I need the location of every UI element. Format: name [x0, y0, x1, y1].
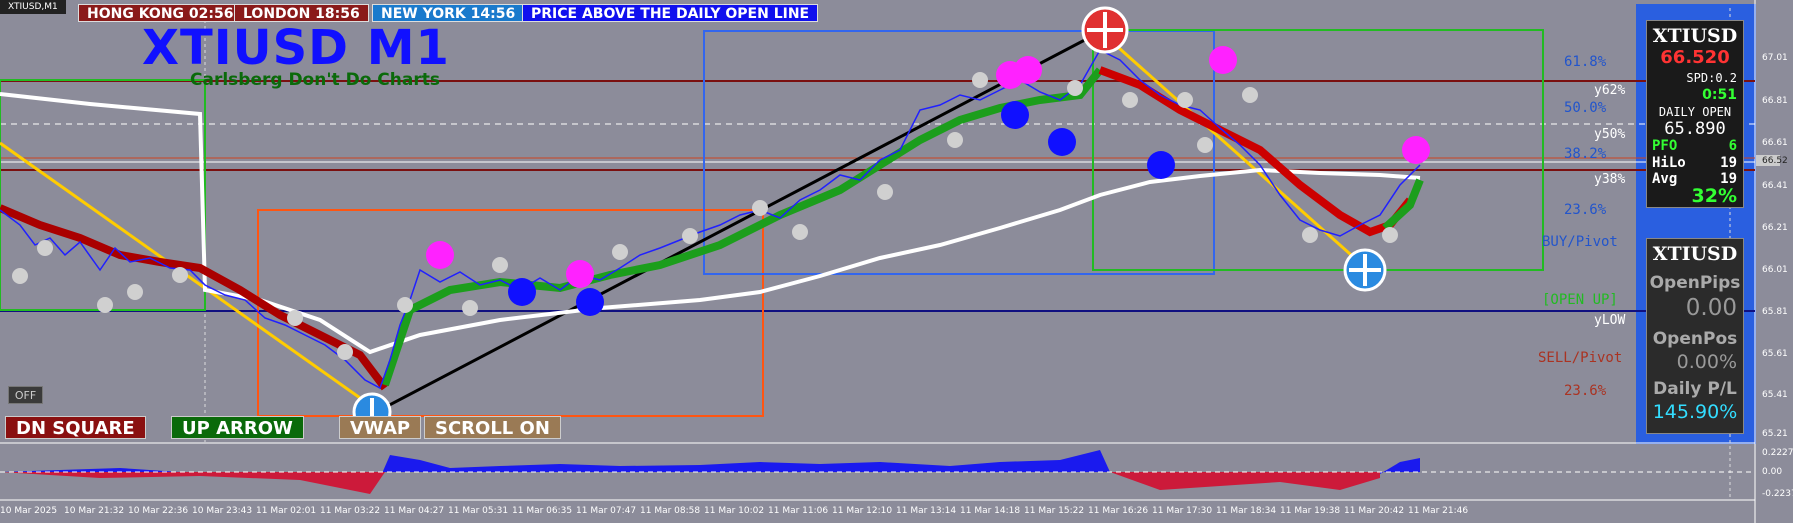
fib-382-label: 38.2%	[1564, 146, 1607, 162]
session-new-york: NEW YORK 14:56	[372, 4, 525, 22]
time-tick: 10 Mar 23:43	[192, 506, 253, 516]
panel-hilo: 19	[1720, 155, 1737, 171]
panel-hilo-label: HiLo	[1652, 155, 1686, 171]
panel2-daily-pl: 145.90%	[1652, 401, 1738, 423]
chart-title: XTIUSD M1	[142, 20, 450, 76]
panel2-open-pips-label: OpenPips	[1649, 273, 1741, 293]
panel2-open-pips: 0.00	[1685, 295, 1737, 321]
panel-avg-label: Avg	[1652, 171, 1678, 187]
time-tick: 11 Mar 12:10	[832, 506, 893, 516]
price-tick: 66.21	[1762, 223, 1788, 233]
time-tick: 10 Mar 21:32	[64, 506, 125, 516]
info-panel-bottom: XTIUSD OpenPips 0.00 OpenPos 0.00% Daily…	[1646, 238, 1744, 434]
ylow-label: yLOW	[1594, 313, 1626, 328]
price-tick: 66.01	[1762, 265, 1788, 275]
panel-timer: 0:51	[1702, 87, 1737, 103]
fib-500-label: 50.0%	[1564, 100, 1607, 116]
symbol-tab[interactable]: XTIUSD,M1	[0, 0, 66, 14]
vwap-button[interactable]: VWAP	[339, 416, 422, 439]
time-tick: 11 Mar 17:30	[1152, 506, 1213, 516]
fib-236-lower-label: 23.6%	[1564, 383, 1607, 399]
dn-square-button[interactable]: DN SQUARE	[5, 416, 146, 439]
osc-tick: 0.2227	[1762, 448, 1793, 458]
time-tick: 11 Mar 20:42	[1344, 506, 1405, 516]
time-tick: 11 Mar 05:31	[448, 506, 509, 516]
panel-spread: SPD:0.2	[1686, 71, 1737, 85]
panel-daily-open-label: DAILY OPEN	[1658, 105, 1732, 119]
scroll-button[interactable]: SCROLL ON	[424, 416, 561, 439]
chart-subtitle: Carlsberg Don't Do Charts	[190, 70, 440, 90]
info-panel-top: XTIUSD 66.520 SPD:0.2 0:51 DAILY OPEN 65…	[1646, 20, 1744, 208]
session-london: LONDON 18:56	[234, 4, 369, 22]
up-arrow-button[interactable]: UP ARROW	[171, 416, 304, 439]
y50-label: y50%	[1594, 127, 1626, 142]
y38-label: y38%	[1594, 172, 1626, 187]
panel2-open-pos: 0.00%	[1676, 351, 1737, 373]
time-tick: 11 Mar 06:35	[512, 506, 573, 516]
time-tick: 10 Mar 2025	[0, 506, 58, 516]
price-tick: 65.41	[1762, 390, 1788, 400]
time-tick: 11 Mar 08:58	[640, 506, 701, 516]
time-tick: 11 Mar 19:38	[1280, 506, 1341, 516]
time-tick: 10 Mar 22:36	[128, 506, 189, 516]
panel-price: 66.520	[1660, 47, 1730, 68]
time-tick: 11 Mar 18:34	[1216, 506, 1277, 516]
panel-pfo-label: PFO	[1652, 138, 1678, 154]
price-tick: 67.01	[1762, 53, 1788, 63]
time-tick: 11 Mar 10:02	[704, 506, 765, 516]
time-tick: 11 Mar 14:18	[960, 506, 1021, 516]
price-tick: 65.61	[1762, 349, 1788, 359]
y62-label: y62%	[1594, 83, 1626, 98]
sell-pivot-label: SELL/Pivot	[1538, 350, 1623, 366]
buy-pivot-label: BUY/Pivot	[1542, 234, 1618, 250]
panel-pfo: 6	[1728, 138, 1737, 154]
off-button[interactable]: OFF	[8, 386, 43, 404]
time-tick: 11 Mar 04:27	[384, 506, 445, 516]
price-tick: 66.61	[1762, 138, 1788, 148]
price-tick: 65.81	[1762, 307, 1788, 317]
osc-tick: 0.00	[1762, 467, 1783, 477]
fib-618-label: 61.8%	[1564, 54, 1607, 70]
time-tick: 11 Mar 15:22	[1024, 506, 1085, 516]
price-status-banner: PRICE ABOVE THE DAILY OPEN LINE	[522, 4, 819, 22]
time-tick: 11 Mar 13:14	[896, 506, 957, 516]
session-hong-kong: HONG KONG 02:56	[78, 4, 243, 22]
time-tick: 11 Mar 02:01	[256, 506, 317, 516]
price-tick: 66.81	[1762, 96, 1788, 106]
price-tick: 65.21	[1762, 429, 1788, 439]
panel-daily-open: 65.890	[1664, 119, 1726, 139]
panel-percentage: 32%	[1691, 185, 1737, 207]
panel-symbol: XTIUSD	[1652, 25, 1738, 47]
fib-236-upper-label: 23.6%	[1564, 202, 1607, 218]
panel-avg: 19	[1720, 171, 1737, 187]
time-tick: 11 Mar 21:46	[1408, 506, 1469, 516]
time-tick: 11 Mar 16:26	[1088, 506, 1149, 516]
symbol-tab-label: XTIUSD,M1	[8, 2, 58, 12]
panel2-open-pos-label: OpenPos	[1652, 329, 1738, 349]
time-tick: 11 Mar 11:06	[768, 506, 829, 516]
osc-tick: -0.2237	[1762, 489, 1793, 499]
time-tick: 11 Mar 07:47	[576, 506, 637, 516]
time-tick: 11 Mar 03:22	[320, 506, 381, 516]
panel2-daily-pl-label: Daily P/L	[1653, 379, 1737, 399]
price-tick-current: 66.52	[1762, 156, 1788, 166]
panel2-symbol: XTIUSD	[1652, 243, 1738, 265]
price-tick: 66.41	[1762, 181, 1788, 191]
open-up-label: [OPEN UP]	[1542, 292, 1618, 308]
